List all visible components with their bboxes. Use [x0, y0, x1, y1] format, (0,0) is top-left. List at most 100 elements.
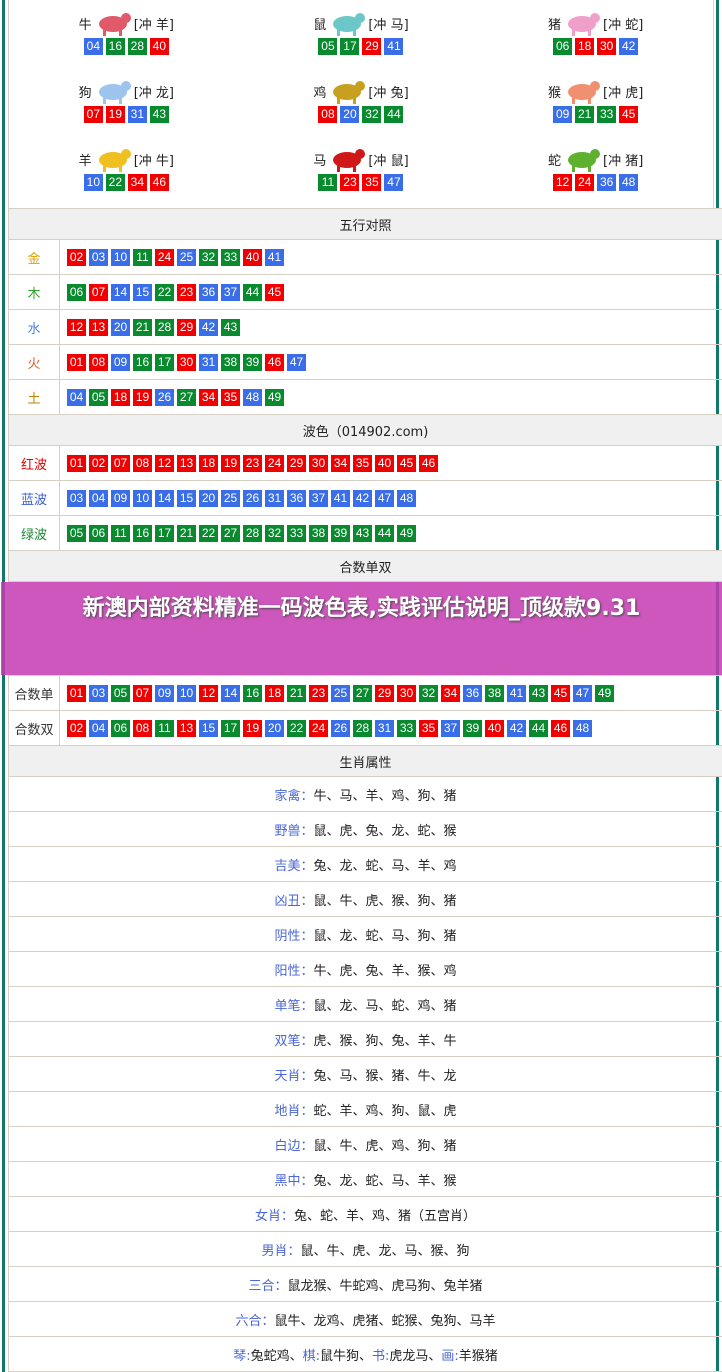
- number-badge: 34: [128, 174, 147, 191]
- attribute-key: 家禽：: [274, 789, 313, 804]
- zodiac-animal-icon: [93, 145, 133, 173]
- number-badge: 04: [67, 389, 86, 406]
- number-badge: 31: [265, 490, 284, 507]
- number-badge: 30: [177, 354, 196, 371]
- number-badge: 12: [67, 319, 86, 336]
- number-badge: 08: [89, 354, 108, 371]
- zodiac-clash: [冲 羊]: [134, 14, 174, 33]
- row-label: 红波: [9, 446, 60, 481]
- number-badge: 02: [89, 455, 108, 472]
- zodiac-name: 马: [313, 150, 326, 169]
- number-badge: 40: [150, 38, 169, 55]
- attribute-value: 兔蛇鸡、: [251, 1349, 303, 1364]
- number-badge: 31: [375, 720, 394, 737]
- attribute-cell: 男肖：鼠、牛、虎、龙、马、猴、狗: [9, 1232, 722, 1267]
- number-badge: 32: [419, 685, 438, 702]
- attribute-cell: 黑中：兔、龙、蛇、马、羊、猴: [9, 1162, 722, 1197]
- number-badge: 31: [199, 354, 218, 371]
- attribute-row: 六合：鼠牛、龙鸡、虎猪、蛇猴、兔狗、马羊: [9, 1302, 722, 1337]
- number-badge: 44: [375, 525, 394, 542]
- row-label: 金: [9, 240, 60, 275]
- number-badge: 17: [221, 720, 240, 737]
- number-badge: 43: [150, 106, 169, 123]
- number-badge: 44: [243, 284, 262, 301]
- number-badge: 37: [309, 490, 328, 507]
- number-badge: 23: [177, 284, 196, 301]
- number-badge: 16: [133, 354, 152, 371]
- number-badge: 18: [199, 455, 218, 472]
- number-badge: 16: [243, 685, 262, 702]
- number-badge: 08: [133, 455, 152, 472]
- heshu-header: 合数单双: [9, 551, 722, 582]
- zodiac-animal-icon: [562, 77, 602, 105]
- section-header-row: 五行对照: [9, 209, 722, 240]
- number-badge: 18: [265, 685, 284, 702]
- attribute-value: 羊猴猪: [459, 1349, 498, 1364]
- number-badge: 04: [89, 720, 108, 737]
- number-badge: 47: [573, 685, 592, 702]
- number-badge: 32: [199, 249, 218, 266]
- attribute-row: 双笔：虎、猴、狗、兔、羊、牛: [9, 1022, 722, 1057]
- attribute-key: 阳性：: [274, 964, 313, 979]
- attribute-cell: 野兽：鼠、虎、兔、龙、蛇、猴: [9, 812, 722, 847]
- number-badge: 15: [177, 490, 196, 507]
- attribute-cell: 地肖：蛇、羊、鸡、狗、鼠、虎: [9, 1092, 722, 1127]
- number-badge: 20: [340, 106, 359, 123]
- number-badge: 32: [265, 525, 284, 542]
- attribute-key: 天肖：: [274, 1069, 313, 1084]
- number-badge: 43: [353, 525, 372, 542]
- number-badge: 49: [595, 685, 614, 702]
- number-badge: 36: [463, 685, 482, 702]
- attribute-value: 兔、龙、蛇、马、羊、鸡: [314, 859, 457, 874]
- number-badge: 41: [507, 685, 526, 702]
- zodiac-name: 羊: [79, 150, 92, 169]
- zodiac-header: 羊[冲 牛]: [79, 144, 174, 174]
- attribute-value: 虎、猴、狗、兔、羊、牛: [314, 1034, 457, 1049]
- attribute-row: 白边：鼠、牛、虎、鸡、狗、猪: [9, 1127, 722, 1162]
- number-badge: 23: [340, 174, 359, 191]
- number-badge: 42: [619, 38, 638, 55]
- section-header-row: 波色（014902.com): [9, 415, 722, 446]
- zodiac-header: 蛇[冲 猪]: [548, 144, 643, 174]
- attribute-key: 三合：: [248, 1279, 287, 1294]
- attribute-value: 牛、虎、兔、羊、猴、鸡: [314, 964, 457, 979]
- number-badge: 34: [331, 455, 350, 472]
- attribute-row: 吉美：兔、龙、蛇、马、羊、鸡: [9, 847, 722, 882]
- number-badge: 46: [150, 174, 169, 191]
- number-badge: 41: [265, 249, 284, 266]
- number-badge: 25: [221, 490, 240, 507]
- number-badge: 29: [362, 38, 381, 55]
- number-badge: 11: [111, 525, 130, 542]
- zodiac-header: 鼠[冲 马]: [313, 8, 408, 38]
- number-badge: 01: [67, 685, 86, 702]
- zodiac-name: 鼠: [313, 14, 326, 33]
- number-badge: 15: [199, 720, 218, 737]
- zodiac-animal-icon: [327, 145, 367, 173]
- attribute-value: 鼠牛狗、: [320, 1349, 372, 1364]
- zodiac-animal-icon: [327, 9, 367, 37]
- zodiac-animal-icon: [562, 9, 602, 37]
- number-badge: 19: [106, 106, 125, 123]
- number-badge: 20: [265, 720, 284, 737]
- number-badge: 43: [529, 685, 548, 702]
- number-badge: 08: [318, 106, 337, 123]
- number-badge: 35: [353, 455, 372, 472]
- number-badge: 25: [331, 685, 350, 702]
- number-badge: 22: [106, 174, 125, 191]
- title-banner: 新澳内部资料精准一码波色表,实践评估说明_顶级款9.31: [1, 582, 722, 675]
- zodiac-header: 狗[冲 龙]: [79, 76, 174, 106]
